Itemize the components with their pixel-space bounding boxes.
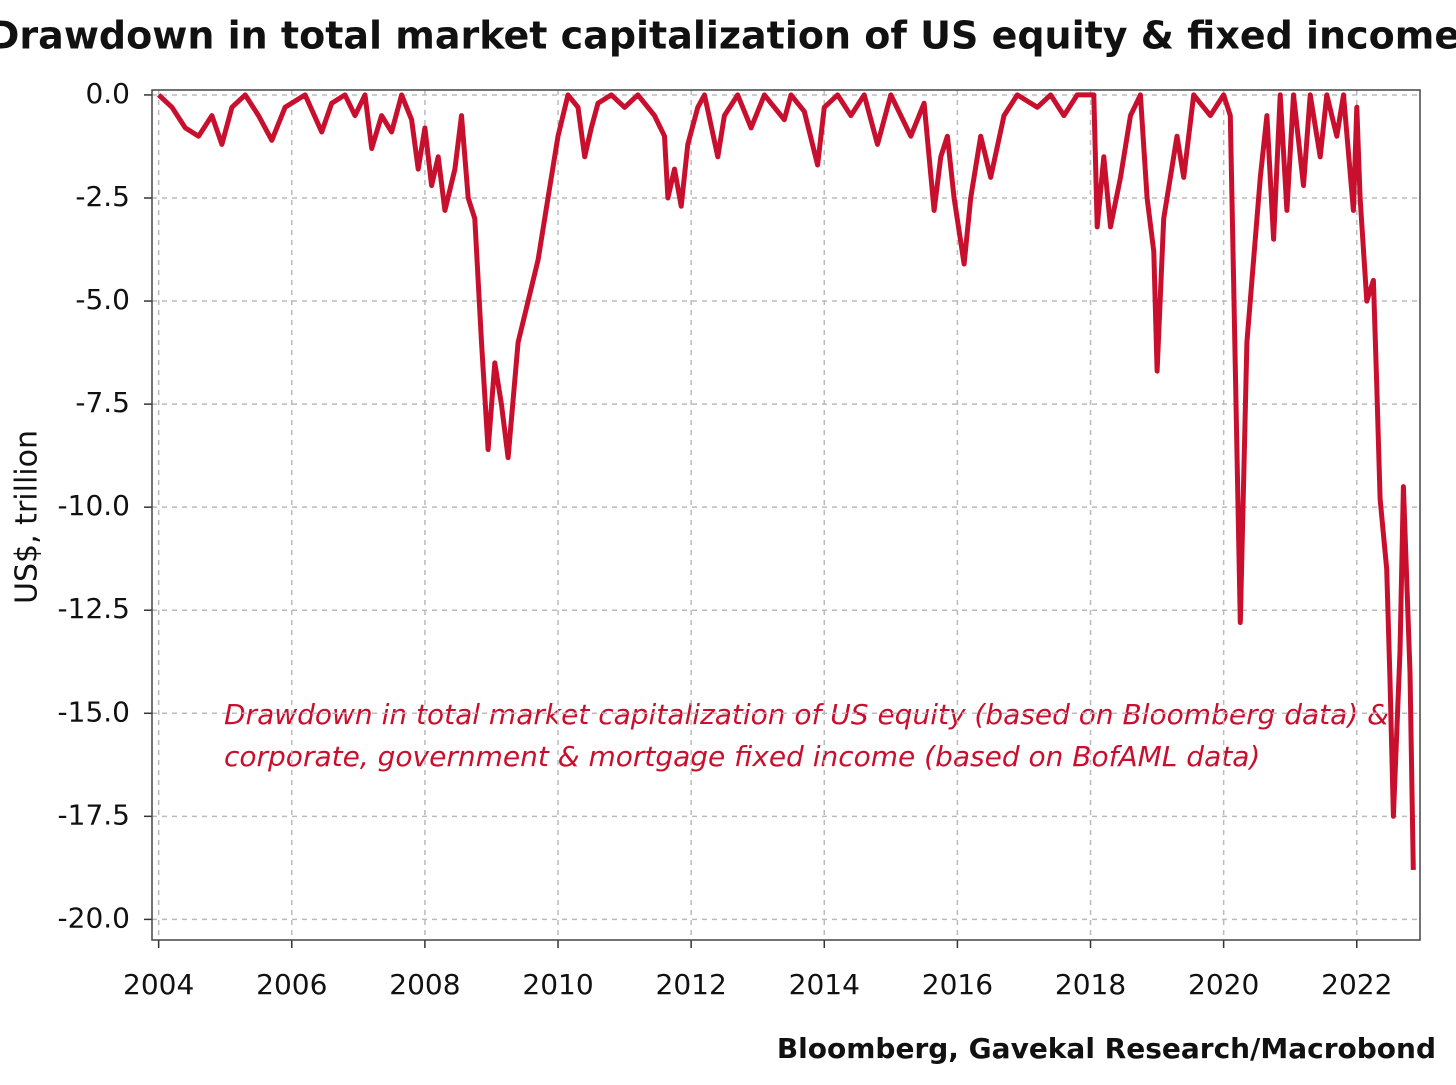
x-tick-label: 2018 (1055, 968, 1126, 1001)
y-tick-label: -17.5 (58, 798, 130, 831)
x-tick-label: 2010 (522, 968, 593, 1001)
y-axis-label: US$, trillion (10, 430, 45, 604)
y-tick-label: -20.0 (58, 901, 130, 934)
chart-title: Drawdown in total market capitalization … (0, 14, 1456, 58)
y-tick-label: -2.5 (75, 180, 130, 213)
x-tick-label: 2006 (256, 968, 327, 1001)
data-line (156, 92, 1416, 870)
x-tick-label: 2012 (656, 968, 727, 1001)
x-tick-label: 2014 (789, 968, 860, 1001)
x-tick-label: 2020 (1188, 968, 1259, 1001)
y-tick-label: -12.5 (58, 592, 130, 625)
x-tick-label: 2016 (922, 968, 993, 1001)
y-tick-label: -5.0 (75, 283, 130, 316)
x-tick-label: 2008 (389, 968, 460, 1001)
source: Bloomberg, Gavekal Research/Macrobond (777, 1032, 1436, 1065)
y-tick-label: 0.0 (85, 77, 130, 110)
annotation: corporate, government & mortgage fixed i… (224, 740, 1260, 773)
x-tick-label: 2004 (123, 968, 194, 1001)
y-tick-label: -15.0 (58, 695, 130, 728)
x-tick-label: 2022 (1321, 968, 1392, 1001)
annotation: Drawdown in total market capitalization … (224, 698, 1389, 731)
y-tick-label: -7.5 (75, 386, 130, 419)
plot-frame (151, 89, 1421, 941)
y-tick-label: -10.0 (58, 489, 130, 522)
